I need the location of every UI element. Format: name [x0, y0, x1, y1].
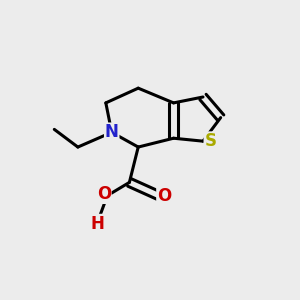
Text: H: H: [90, 214, 104, 232]
Text: O: O: [97, 185, 111, 203]
Text: N: N: [105, 123, 119, 141]
Text: O: O: [157, 187, 171, 205]
Text: S: S: [204, 132, 216, 150]
